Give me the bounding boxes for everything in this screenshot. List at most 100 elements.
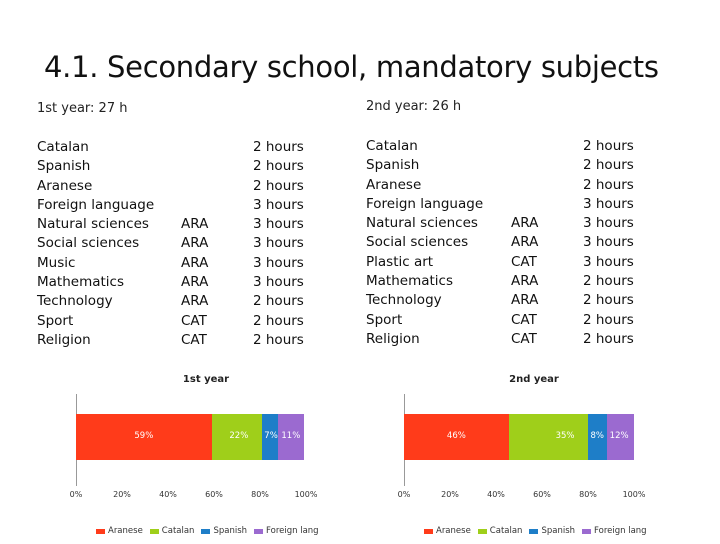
bar-segment-aranese: 59% — [76, 414, 212, 460]
legend-swatch — [201, 528, 211, 534]
chart-legend: Aranese Catalan Spanish Foreign lang — [424, 526, 647, 536]
subject-name: Religion — [37, 331, 91, 348]
subject-name: Aranese — [37, 177, 93, 194]
legend-swatch — [582, 528, 592, 534]
x-tick-label: 80% — [579, 490, 597, 499]
subject-name: Social sciences — [37, 235, 140, 252]
subject-name: Mathematics — [37, 274, 124, 291]
slide-title: 4.1. Secondary school, mandatory subject… — [44, 50, 659, 84]
legend-swatch — [477, 528, 487, 534]
legend-label: Aranese — [436, 526, 471, 536]
subject-language: ARA — [511, 292, 539, 309]
x-tick-label: 100% — [294, 490, 318, 499]
subject-hours: 2 hours — [253, 293, 304, 310]
subject-language: ARA — [511, 215, 539, 232]
subject-name: Catalan — [366, 138, 418, 154]
subject-hours: 3 hours — [583, 215, 634, 232]
bar-segment-spanish: 7% — [262, 414, 279, 460]
bar-segment-foreign: 12% — [606, 414, 634, 460]
subject-name: Technology — [37, 293, 113, 310]
subject-hours: 2 hours — [253, 158, 304, 175]
legend-label: Catalan — [161, 526, 195, 536]
x-tick-label: 0% — [69, 490, 83, 499]
subject-language: ARA — [181, 293, 209, 310]
subject-hours: 2 hours — [253, 312, 304, 329]
legend-item: Foreign lang — [254, 526, 319, 536]
legend-label: Spanish — [213, 526, 248, 536]
x-tick-label: 60% — [533, 490, 551, 499]
x-tick-label: 80% — [251, 490, 269, 499]
subject-language — [181, 157, 208, 176]
subject-name: Mathematics — [366, 273, 453, 290]
subject-language — [511, 195, 538, 214]
year1-hours-list: 2 hours 2 hours 2 hours 3 hours 3 hours 3 hou… — [253, 138, 304, 350]
subject-hours: 2 hours — [253, 139, 304, 155]
bar-segment-catalan: 35% — [508, 414, 589, 460]
subject-language — [511, 137, 538, 156]
bar-segment-spanish: 8% — [588, 414, 607, 460]
subject-hours: 2 hours — [583, 311, 634, 328]
data-label: 8% — [590, 431, 604, 441]
data-label: 22% — [229, 431, 249, 441]
subject-hours: 3 hours — [253, 235, 304, 252]
subject-language — [511, 176, 538, 195]
year2-language-list: ARA ARA CAT ARA ARA CAT CAT — [511, 137, 538, 349]
legend-item: Aranese — [424, 526, 471, 536]
legend-label: Aranese — [108, 526, 143, 536]
data-label: 59% — [134, 431, 154, 441]
subject-name: Sport — [366, 311, 403, 328]
legend-swatch — [149, 528, 159, 534]
subject-hours: 2 hours — [583, 157, 634, 174]
subject-hours: 2 hours — [583, 176, 634, 193]
legend-label: Foreign lang — [594, 526, 647, 536]
stacked-bar: 46% 35% 8% 12% — [404, 414, 634, 460]
legend-item: Spanish — [529, 526, 575, 536]
subject-language — [511, 156, 538, 175]
legend-item: Spanish — [201, 526, 247, 536]
subject-name: Social sciences — [366, 234, 469, 251]
subject-name: Foreign language — [366, 195, 484, 212]
legend-item: Aranese — [96, 526, 143, 536]
chart-title: 1st year — [182, 374, 230, 385]
subject-language — [181, 196, 208, 215]
data-label: 7% — [264, 431, 278, 441]
x-tick-label: 0% — [397, 490, 411, 499]
subject-name: Sport — [37, 312, 74, 329]
subject-hours: 2 hours — [253, 331, 304, 348]
subject-name: Natural sciences — [366, 215, 478, 232]
data-label: 11% — [281, 431, 301, 441]
year2-chart: 2nd year 46% 35% 8% 12% 0% 20% 40% 60% 80% 100% Ara… — [398, 374, 664, 544]
bar-segment-aranese: 46% — [404, 414, 509, 460]
legend-item: Foreign lang — [582, 526, 647, 536]
subject-hours: 3 hours — [583, 253, 634, 270]
subject-hours: 3 hours — [253, 274, 304, 291]
legend-swatch — [96, 528, 105, 534]
year1-subject-list: Catalan Spanish Aranese Foreign language Nat… — [37, 138, 154, 350]
subject-language: ARA — [511, 234, 539, 251]
stacked-bar: 59% 22% 7% 11% — [76, 414, 306, 460]
subject-name: Technology — [366, 292, 442, 309]
x-tick-label: 100% — [622, 490, 646, 499]
legend-swatch — [254, 528, 264, 534]
chart-legend: Aranese Catalan Spanish Foreign lang — [96, 526, 319, 536]
subject-hours: 2 hours — [583, 330, 634, 347]
data-label: 46% — [446, 431, 466, 441]
subject-hours: 3 hours — [253, 254, 304, 271]
subject-language: CAT — [511, 330, 537, 347]
x-tick-label: 60% — [205, 490, 223, 499]
x-tick-label: 40% — [487, 490, 505, 499]
subject-language: CAT — [511, 253, 537, 270]
data-label: 35% — [555, 431, 575, 441]
subject-hours: 3 hours — [253, 216, 304, 233]
subject-language: CAT — [511, 311, 537, 328]
subject-language: ARA — [181, 216, 209, 233]
subject-language: ARA — [181, 235, 209, 252]
subject-language — [181, 138, 208, 157]
data-label: 12% — [609, 431, 629, 441]
subject-name: Spanish — [37, 158, 91, 175]
subject-name: Plastic art — [366, 253, 434, 270]
legend-item: Catalan — [149, 526, 195, 536]
subject-name: Natural sciences — [37, 216, 149, 233]
x-tick-label: 20% — [113, 490, 131, 499]
legend-label: Catalan — [489, 526, 523, 536]
